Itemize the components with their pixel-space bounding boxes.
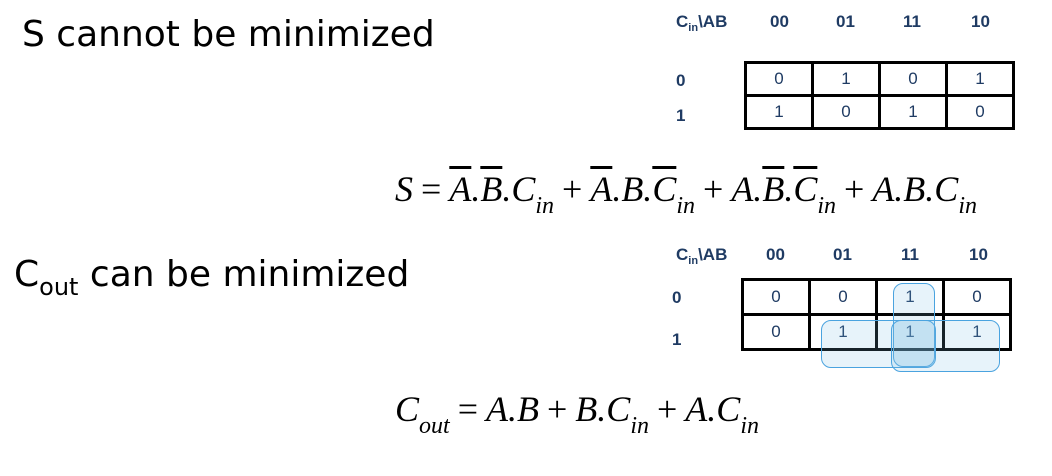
sum-row-label-0: 0 (676, 71, 686, 90)
carry-kmap-grid: 0 0 1 0 0 1 1 1 (741, 278, 1012, 351)
carry-cell-0-11: 1 (875, 278, 945, 316)
sum-kmap-grid: 0 1 0 1 1 0 1 0 (744, 61, 1015, 130)
carry-cell-1-10: 1 (942, 313, 1012, 351)
sum-cell-0-01: 1 (811, 61, 881, 97)
sum-cell-0-00: 0 (744, 61, 814, 97)
carry-row-label-0: 0 (672, 288, 682, 307)
sum-cell-1-11: 1 (878, 94, 948, 130)
carry-heading: Cout can be minimized (14, 254, 410, 301)
carry-cell-1-00: 0 (741, 313, 811, 351)
carry-kmap-row-0: 0 0 1 0 (741, 278, 1012, 316)
carry-cell-0-10: 0 (942, 278, 1012, 316)
carry-col-header-00: 00 (766, 245, 785, 264)
carry-kmap-corner-label: Cin\AB (676, 245, 728, 267)
sum-col-header-10: 10 (971, 12, 990, 31)
carry-cell-1-01: 1 (808, 313, 878, 351)
carry-col-header-10: 10 (969, 245, 988, 264)
sum-cell-0-11: 0 (878, 61, 948, 97)
carry-formula: Cout = A.B + B.Cin + A.Cin (395, 389, 759, 439)
sum-col-header-11: 11 (903, 12, 921, 31)
carry-cell-0-00: 0 (741, 278, 811, 316)
carry-kmap-row-1: 0 1 1 1 (741, 313, 1012, 351)
carry-col-header-11: 11 (901, 245, 919, 264)
sum-cell-1-10: 0 (945, 94, 1015, 130)
sum-col-header-01: 01 (836, 12, 855, 31)
sum-kmap-row-1: 1 0 1 0 (744, 94, 1015, 130)
carry-cell-0-01: 0 (808, 278, 878, 316)
sum-kmap-corner-label: Cin\AB (676, 12, 728, 34)
carry-col-header-01: 01 (833, 245, 852, 264)
carry-cell-1-11: 1 (875, 313, 945, 351)
carry-row-label-1: 1 (672, 330, 682, 349)
sum-formula: S = A.B.Cin + A.B.Cin + A.B.Cin + A.B.Cin (395, 169, 977, 219)
sum-cell-0-10: 1 (945, 61, 1015, 97)
sum-heading: S cannot be minimized (22, 14, 435, 55)
sum-row-label-1: 1 (676, 106, 686, 125)
sum-kmap-row-0: 0 1 0 1 (744, 61, 1015, 97)
sum-cell-1-00: 1 (744, 94, 814, 130)
sum-cell-1-01: 0 (811, 94, 881, 130)
sum-col-header-00: 00 (770, 12, 789, 31)
